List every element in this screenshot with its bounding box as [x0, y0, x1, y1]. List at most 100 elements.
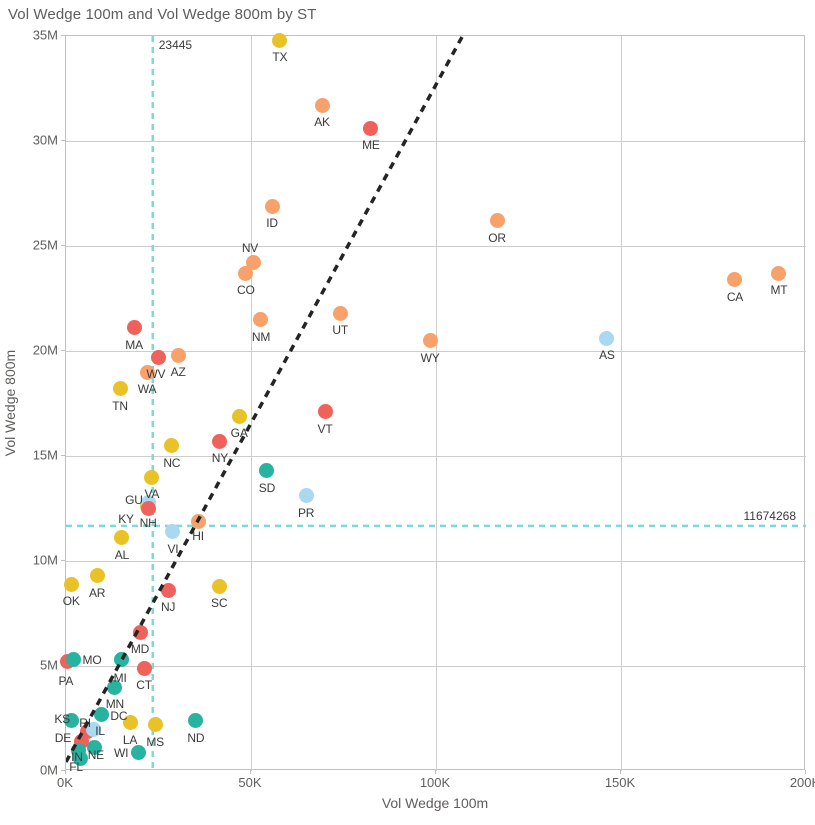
data-point-label-MA: MA — [125, 337, 143, 352]
data-point-label-IL: IL — [95, 724, 105, 738]
data-point-label-GA: GA — [230, 426, 248, 441]
data-point-label-SC: SC — [211, 596, 228, 611]
data-point-label-NM: NM — [251, 329, 271, 344]
y-tickmark — [61, 140, 65, 141]
data-point-GA[interactable] — [231, 408, 247, 424]
data-point-label-KY: KY — [118, 512, 134, 527]
data-point-SD[interactable] — [259, 463, 275, 479]
y-tickmark — [61, 245, 65, 246]
data-point-UT[interactable] — [332, 305, 348, 321]
data-point-label-AR: AR — [88, 585, 106, 600]
x-constant-line-label: 23445 — [158, 38, 193, 52]
data-point-label-NH: NH — [139, 515, 157, 530]
data-point-label-KS: KS — [54, 711, 70, 726]
data-point-NC[interactable] — [164, 438, 180, 453]
y-tick-label-15M: 15M — [32, 447, 58, 463]
data-point-NH[interactable] — [140, 501, 156, 516]
data-point-label-PR: PR — [297, 505, 315, 520]
data-point-AR[interactable] — [89, 568, 105, 584]
y-tick-label-5M: 5M — [39, 657, 58, 673]
data-point-VI[interactable] — [165, 524, 181, 540]
x-tick-label-100K: 100K — [419, 775, 451, 790]
data-point-VA[interactable] — [144, 469, 160, 485]
data-point-label-NC: NC — [163, 455, 181, 470]
y-tick-label-30M: 30M — [32, 132, 58, 148]
x-tick-label-200K: 200K — [789, 775, 815, 790]
data-point-label-OK: OK — [62, 594, 80, 609]
data-point-label-MS: MS — [146, 734, 164, 749]
y-tickmark — [61, 455, 65, 456]
data-point-WV[interactable] — [151, 349, 167, 365]
data-point-label-WA: WA — [137, 382, 157, 396]
data-point-ID[interactable] — [264, 198, 280, 214]
data-point-label-ND: ND — [187, 730, 205, 745]
x-tickmark — [620, 770, 621, 774]
data-point-label-RI: RI — [79, 716, 91, 731]
data-point-WY[interactable] — [422, 333, 438, 348]
y-tick-label-20M: 20M — [32, 342, 58, 358]
y-tickmark — [61, 35, 65, 36]
y-tick-label-0M: 0M — [39, 762, 58, 778]
x-tickmark — [250, 770, 251, 774]
data-point-MD[interactable] — [132, 624, 148, 640]
data-point-label-WV: WV — [146, 367, 166, 382]
x-tick-label-50K: 50K — [238, 775, 262, 790]
data-point-MI[interactable] — [113, 652, 129, 668]
x-tick-label-0K: 0K — [57, 775, 73, 790]
data-point-label-NY: NY — [211, 451, 229, 466]
data-point-NM[interactable] — [253, 312, 269, 327]
data-point-AK[interactable] — [314, 97, 330, 113]
data-point-label-UT: UT — [332, 323, 348, 338]
data-point-NY[interactable] — [212, 433, 228, 449]
y-tick-label-25M: 25M — [32, 237, 58, 253]
data-point-label-NJ: NJ — [160, 600, 176, 615]
data-point-AZ[interactable] — [170, 347, 186, 363]
data-point-ME[interactable] — [363, 120, 379, 136]
data-point-label-WI: WI — [114, 746, 129, 761]
data-point-label-NE: NE — [87, 747, 104, 762]
data-point-label-VT: VT — [317, 421, 333, 436]
data-point-label-AS: AS — [599, 348, 615, 363]
data-point-label-MD: MD — [130, 642, 150, 657]
data-point-ND[interactable] — [188, 713, 204, 729]
data-point-label-CT: CT — [136, 678, 152, 693]
data-point-label-LA: LA — [122, 732, 138, 747]
data-point-label-TN: TN — [112, 398, 128, 413]
data-point-VT[interactable] — [317, 404, 333, 420]
data-point-label-OR: OR — [488, 230, 506, 245]
data-point-MS[interactable] — [147, 717, 163, 733]
data-point-HI[interactable] — [190, 513, 206, 529]
gridline-x-100K — [435, 36, 437, 771]
x-tickmark — [65, 770, 66, 774]
data-point-SC[interactable] — [211, 578, 227, 594]
data-point-label-CA: CA — [726, 289, 744, 304]
data-point-label-AK: AK — [314, 115, 330, 130]
data-point-TN[interactable] — [112, 381, 128, 397]
data-point-label-HI: HI — [192, 529, 204, 544]
data-point-PR[interactable] — [298, 488, 314, 504]
data-point-MA[interactable] — [126, 320, 142, 336]
gridline-x-50K — [250, 36, 252, 771]
data-point-MT[interactable] — [771, 265, 787, 281]
data-point-CA[interactable] — [727, 272, 743, 288]
data-point-AL[interactable] — [114, 530, 130, 546]
data-point-label-MT: MT — [770, 283, 788, 298]
x-tickmark — [805, 770, 806, 774]
data-point-label-MO: MO — [82, 652, 102, 667]
data-point-NJ[interactable] — [160, 582, 176, 598]
data-point-MO[interactable] — [65, 652, 81, 668]
y-tick-label-35M: 35M — [32, 27, 58, 43]
data-point-label-WY: WY — [420, 350, 440, 365]
data-point-OK[interactable] — [63, 576, 79, 592]
data-point-label-ID: ID — [266, 216, 278, 231]
data-point-TX[interactable] — [272, 32, 288, 48]
data-point-AS[interactable] — [599, 330, 615, 346]
data-point-OR[interactable] — [489, 213, 505, 229]
data-point-label-VI: VI — [167, 541, 179, 556]
data-point-label-TX: TX — [272, 50, 288, 65]
data-point-WI[interactable] — [130, 744, 146, 760]
data-point-CT[interactable] — [136, 660, 152, 676]
data-point-label-VA: VA — [144, 487, 160, 501]
y-tickmark — [61, 770, 65, 771]
